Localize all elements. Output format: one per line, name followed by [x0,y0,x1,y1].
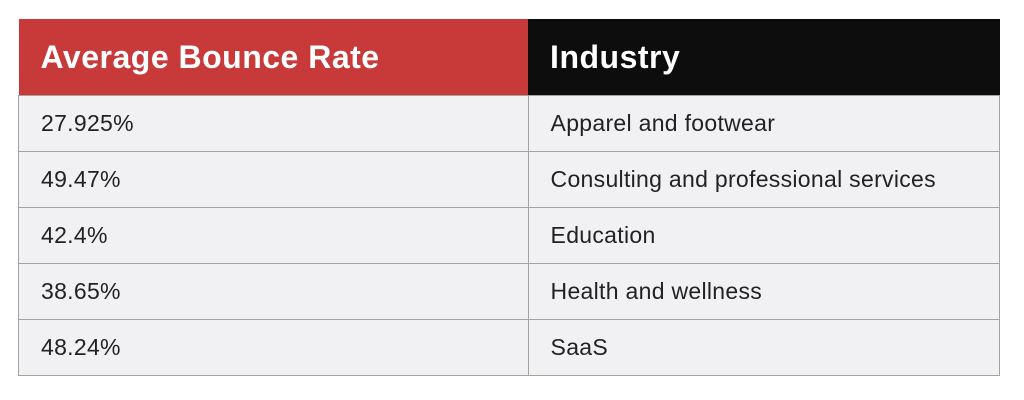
bounce-rate-table: Average Bounce Rate Industry 27.925% App… [18,19,1001,376]
bounce-rate-cell: 38.65% [18,263,529,320]
header-cell-industry: Industry [528,19,1000,96]
bounce-rate-cell: 27.925% [18,95,529,152]
table-row: 42.4% Education [18,207,1001,264]
industry-cell: Education [527,207,1001,264]
header-cell-average-bounce-rate: Average Bounce Rate [18,19,529,96]
table-row: 38.65% Health and wellness [18,263,1001,320]
bounce-rate-cell: 49.47% [18,151,529,208]
table-row: 48.24% SaaS [18,319,1001,376]
table-row: 49.47% Consulting and professional servi… [18,151,1001,208]
industry-cell: Apparel and footwear [527,95,1001,152]
bounce-rate-table-container: Average Bounce Rate Industry 27.925% App… [18,19,1001,376]
table-header: Average Bounce Rate Industry [18,19,1000,96]
industry-cell: SaaS [527,319,1001,376]
industry-cell: Health and wellness [527,263,1001,320]
header-row: Average Bounce Rate Industry [18,19,1000,96]
table-row: 27.925% Apparel and footwear [18,95,1001,152]
industry-cell: Consulting and professional services [527,151,1001,208]
bounce-rate-cell: 48.24% [18,319,529,376]
table-body: 27.925% Apparel and footwear 49.47% Cons… [18,95,1001,376]
bounce-rate-cell: 42.4% [18,207,529,264]
